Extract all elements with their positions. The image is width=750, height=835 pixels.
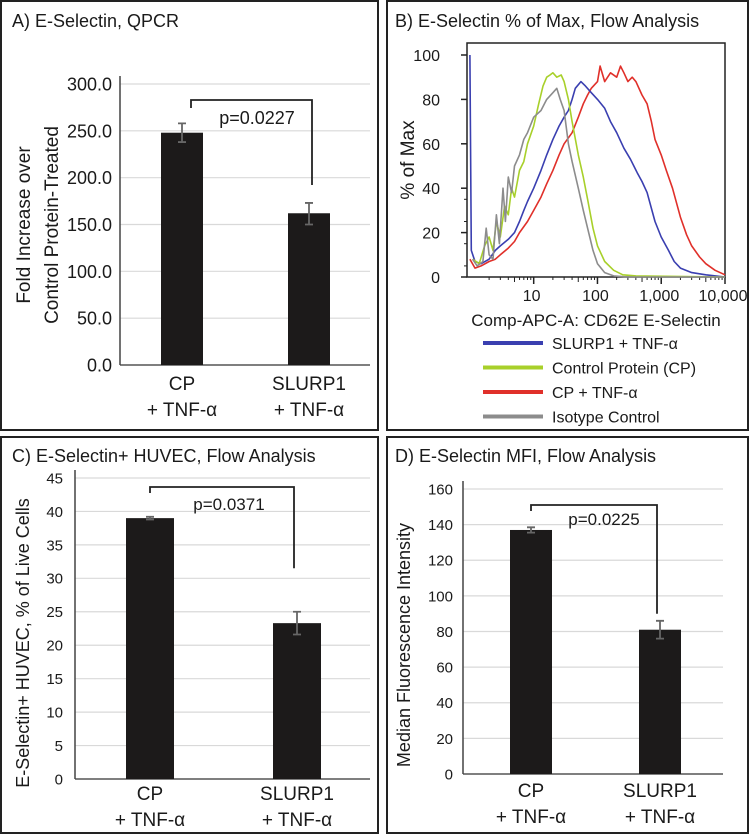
x-tick-label: 10 — [523, 288, 541, 305]
panel-b-chart: 0 20 40 60 80 100 10 100 1,000 10,000 Comp-APC-A: … — [398, 42, 748, 427]
y-tick-label: 0 — [431, 270, 440, 287]
panel-d-frame — [386, 436, 749, 834]
category-label: + TNF-α — [262, 810, 332, 831]
y-tick-label: 150.0 — [67, 215, 112, 235]
y-tick-label: 160 — [428, 481, 453, 498]
histogram-line — [469, 54, 726, 278]
bar — [288, 213, 330, 365]
legend-label: CP + TNF-α — [552, 385, 638, 402]
error-bar — [656, 619, 664, 640]
legend-label: SLURP1 + TNF-α — [552, 336, 678, 353]
error-bar — [527, 526, 535, 534]
y-tick-label: 0 — [445, 766, 453, 783]
y-tick-label: 15 — [46, 671, 63, 688]
y-axis-label: E-Selectin+ HUVEC, % of Live Cells — [13, 498, 33, 788]
bar — [510, 529, 552, 774]
y-tick-label: 20 — [46, 638, 63, 655]
y-tick-label: 80 — [422, 92, 440, 109]
category-label: + TNF-α — [274, 400, 344, 421]
legend-label: Isotype Control — [552, 410, 660, 427]
significance-bracket — [530, 504, 658, 614]
y-tick-label: 40 — [436, 695, 453, 712]
category-label: SLURP1 — [623, 781, 697, 802]
y-tick-label: 25 — [46, 604, 63, 621]
error-bar — [146, 515, 154, 521]
panel-c-title: C) E-Selectin+ HUVEC, Flow Analysis — [12, 446, 316, 466]
y-tick-label: 10 — [46, 705, 63, 722]
y-tick-label: 0.0 — [87, 355, 112, 375]
category-label: + TNF-α — [115, 810, 185, 831]
p-value-annotation: p=0.0227 — [219, 108, 295, 128]
y-tick-label: 250.0 — [67, 121, 112, 141]
p-value-annotation: p=0.0371 — [193, 495, 264, 514]
y-tick-label: 60 — [436, 660, 453, 677]
x-axis-label: Comp-APC-A: CD62E E-Selectin — [471, 311, 720, 330]
y-tick-label: 200.0 — [67, 168, 112, 188]
p-value-annotation: p=0.0225 — [568, 510, 639, 529]
y-tick-label: 300.0 — [67, 74, 112, 94]
y-tick-label: 5 — [55, 738, 63, 755]
category-label: CP — [137, 784, 163, 805]
plot-frame — [466, 42, 726, 278]
panel-d-chart: 0 20 40 60 80 100 120 140 160 CP + TNF-α SLURP1 + TN… — [394, 481, 723, 828]
y-tick-label: 140 — [428, 517, 453, 534]
panel-a-chart: 0.0 50.0 100.0 150.0 200.0 250.0 300.0 CP + TNF-… — [14, 74, 370, 421]
panel-a-title: A) E-Selectin, QPCR — [12, 11, 179, 31]
legend-label: Control Protein (CP) — [552, 361, 696, 378]
y-tick-label: 80 — [436, 624, 453, 641]
panel-b-frame — [386, 0, 749, 431]
y-tick-label: 50.0 — [77, 309, 112, 329]
y-tick-label: 40 — [46, 504, 63, 521]
histogram-line — [471, 87, 725, 278]
bar — [161, 132, 203, 365]
y-tick-label: 0 — [55, 771, 63, 788]
y-tick-label: 20 — [436, 731, 453, 748]
error-bar — [178, 122, 186, 143]
panel-d-title: D) E-Selectin MFI, Flow Analysis — [395, 446, 656, 466]
x-tick-label: 1,000 — [639, 288, 679, 305]
y-axis-label: % of Max — [398, 120, 419, 200]
y-tick-label: 40 — [422, 181, 440, 198]
category-label: CP — [169, 374, 195, 395]
category-label: + TNF-α — [147, 400, 217, 421]
y-axis-label: Median Fluorescence Intensity — [394, 523, 414, 767]
error-bar — [305, 202, 313, 226]
histogram-line — [472, 72, 726, 278]
y-tick-label: 100 — [413, 48, 440, 65]
category-label: SLURP1 — [260, 784, 334, 805]
category-label: + TNF-α — [625, 807, 695, 828]
x-tick-label: 100 — [582, 288, 609, 305]
panel-b-title: B) E-Selectin % of Max, Flow Analysis — [395, 11, 699, 31]
panel-c-chart: 0 5 10 15 20 25 30 35 40 45 CP + TNF-α SLURP1 + TNF-α… — [13, 470, 370, 831]
y-tick-label: 60 — [422, 137, 440, 154]
bar — [273, 623, 321, 779]
x-tick-label: 10,000 — [699, 288, 748, 305]
bar — [639, 629, 681, 774]
y-tick-label: 100 — [428, 588, 453, 605]
category-label: CP — [518, 781, 544, 802]
error-bar — [293, 610, 301, 636]
y-tick-label: 100.0 — [67, 262, 112, 282]
panel-c-frame — [0, 436, 379, 834]
y-tick-label: 20 — [422, 226, 440, 243]
y-tick-label: 30 — [46, 571, 63, 588]
y-axis-label: Control Protein-Treated — [42, 126, 63, 324]
bar — [126, 518, 174, 779]
significance-bracket — [149, 486, 295, 569]
significance-bracket — [190, 99, 313, 185]
y-axis-label: Fold Increase over — [14, 146, 35, 304]
y-tick-label: 120 — [428, 553, 453, 570]
category-label: + TNF-α — [496, 807, 566, 828]
panel-a-frame — [0, 0, 379, 431]
y-tick-label: 35 — [46, 537, 63, 554]
category-label: SLURP1 — [272, 374, 346, 395]
y-tick-label: 45 — [46, 470, 63, 487]
histogram-line — [469, 65, 726, 276]
